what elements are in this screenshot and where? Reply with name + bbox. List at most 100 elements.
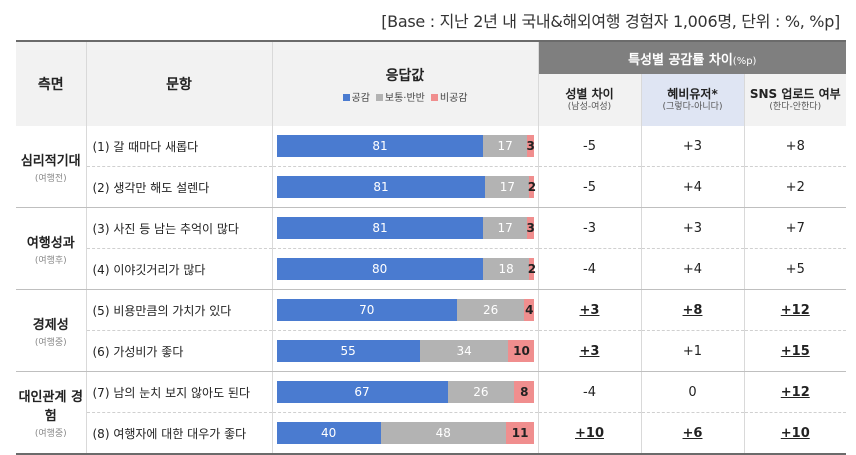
data-label-agree: 67 [354, 385, 370, 399]
category-phase: (여행전) [34, 173, 67, 184]
legend-item-agree: 공감 [342, 89, 370, 104]
statement-label: (3) 사진 등 남는 추억이 많다 [86, 207, 273, 249]
bar-segment-agree: 80 [276, 258, 483, 280]
category-name: 대인관계 경험 [18, 390, 83, 424]
category-cell: 심리적기대 (여행전) [16, 126, 87, 208]
bar-segment-neutral: 17 [483, 217, 527, 239]
header-statement: 문항 [86, 41, 273, 126]
bar-cell: 40 48 11 [272, 412, 539, 455]
bar-segment-agree: 40 [276, 422, 381, 444]
bar-segment-disagree: 8 [514, 381, 535, 403]
stacked-bar: 70 26 4 [276, 299, 535, 321]
stacked-bar: 80 18 2 [276, 258, 537, 280]
header-diff-sns-title: SNS 업로드 여부 [749, 87, 841, 102]
category-phase: (여행중) [34, 429, 67, 439]
statement-label: (5) 비용만큼의 가치가 있다 [86, 289, 273, 331]
data-label-neutral: 18 [498, 262, 514, 276]
bar-segment-neutral: 18 [482, 258, 530, 280]
diff-value-col3: +7 [744, 207, 847, 249]
data-label-disagree: 8 [520, 385, 529, 399]
data-label-disagree: 3 [526, 221, 535, 235]
diff-value-col1: +3 [538, 289, 642, 331]
legend: 공감 보통·반반 비공감 [273, 89, 538, 104]
diff-value-col2: 0 [641, 371, 745, 413]
diff-value-col3: +12 [744, 289, 847, 331]
data-label-agree: 80 [372, 262, 388, 276]
diff-value-col3: +15 [744, 330, 847, 372]
category-name: 심리적기대 [20, 153, 81, 169]
header-diff-heavy-user-sub: (그렇다-아니다) [662, 101, 723, 112]
diff-value-col1: -3 [538, 207, 642, 249]
bar-segment-agree: 81 [276, 135, 484, 157]
data-label-agree: 81 [373, 180, 389, 194]
data-label-neutral: 48 [435, 426, 451, 440]
bar-segment-disagree: 11 [505, 422, 535, 444]
diff-value-col2: +3 [641, 126, 745, 167]
statement-label: (8) 여행자에 대한 대우가 좋다 [86, 412, 273, 455]
stacked-bar: 81 17 2 [276, 176, 536, 198]
bar-segment-disagree: 3 [526, 217, 535, 239]
legend-label-disagree: 비공감 [439, 92, 468, 104]
diff-value-col3: +8 [744, 126, 847, 167]
data-label-disagree: 11 [511, 426, 529, 440]
diff-value-col1: -5 [538, 126, 642, 167]
diff-value-col3: +12 [744, 371, 847, 413]
data-label-disagree: 3 [526, 139, 535, 153]
diff-value-col1: -5 [538, 166, 642, 208]
data-label-neutral: 17 [497, 221, 513, 235]
category-cell: 여행성과 (여행후) [16, 207, 87, 290]
legend-item-neutral: 보통·반반 [375, 89, 425, 104]
header-response-title: 응답값 [385, 67, 425, 84]
diff-value-col2: +4 [641, 248, 745, 290]
stacked-bar: 40 48 11 [276, 422, 535, 444]
bar-segment-disagree: 2 [528, 176, 536, 198]
category-name: 여행성과 [26, 235, 75, 251]
table-row: (6) 가성비가 좋다 55 34 10 +3 +1 +15 [16, 330, 847, 372]
data-label-agree: 40 [320, 426, 337, 440]
diff-value-col3: +10 [744, 412, 847, 455]
bar-segment-neutral: 26 [447, 381, 515, 403]
diff-value-col3: +2 [744, 166, 847, 208]
diff-value-col2: +6 [641, 412, 745, 455]
bar-segment-agree: 55 [276, 340, 420, 362]
header-category: 측면 [16, 41, 87, 126]
table-row: 경제성 (여행중) (5) 비용만큼의 가치가 있다 70 26 4 +3 +8 +12 [16, 289, 847, 372]
diff-value-col1: +3 [538, 330, 642, 372]
data-label-disagree: 2 [527, 262, 537, 276]
category-cell: 대인관계 경험 (여행중) [16, 371, 87, 455]
bar-segment-neutral: 17 [483, 135, 527, 157]
table-row: (2) 생각만 해도 설렌다 81 17 2 -5 +4 +2 [16, 166, 847, 208]
legend-swatch-neutral [375, 94, 383, 101]
data-label-neutral: 17 [497, 139, 513, 153]
bar-segment-agree: 67 [276, 381, 448, 403]
data-label-disagree: 4 [525, 303, 534, 317]
bar-cell: 81 17 3 [272, 126, 539, 167]
bar-segment-neutral: 17 [485, 176, 530, 198]
diff-value-col1: +10 [538, 412, 642, 455]
table-row: 여행성과 (여행후) (3) 사진 등 남는 추억이 많다 81 17 3 -3 +3 +7 [16, 207, 847, 290]
header-diff-gender-sub: (남성-여성) [567, 101, 612, 112]
legend-item-disagree: 비공감 [430, 89, 468, 104]
category-phase: (여행중) [34, 337, 67, 348]
bar-segment-disagree: 3 [526, 135, 535, 157]
statement-label: (6) 가성비가 좋다 [86, 330, 273, 372]
data-label-neutral: 26 [482, 303, 499, 317]
data-label-neutral: 17 [499, 180, 516, 194]
header-diff-gender: 성별 차이 (남성-여성) [538, 74, 642, 126]
statement-label: (4) 이야깃거리가 많다 [86, 248, 273, 290]
category-name: 경제성 [32, 317, 69, 333]
stacked-bar: 81 17 3 [276, 217, 535, 239]
diff-value-col2: +3 [641, 207, 745, 249]
table-row: 대인관계 경험 (여행중) (7) 남의 눈치 보지 않아도 된다 67 26 8 -4 0 +… [16, 371, 847, 455]
bar-cell: 55 34 10 [272, 330, 539, 372]
bar-segment-disagree: 10 [508, 340, 535, 362]
diff-value-col3: +5 [744, 248, 847, 290]
bar-segment-agree: 70 [276, 299, 458, 321]
header-response: 응답값 공감 보통·반반 비공감 [272, 41, 539, 126]
header-diff-group-title: 특성별 공감률 차이 [628, 52, 733, 68]
category-cell: 경제성 (여행중) [16, 289, 87, 372]
diff-value-col2: +4 [641, 166, 745, 208]
legend-swatch-disagree [430, 94, 438, 101]
bar-segment-agree: 81 [276, 217, 484, 239]
